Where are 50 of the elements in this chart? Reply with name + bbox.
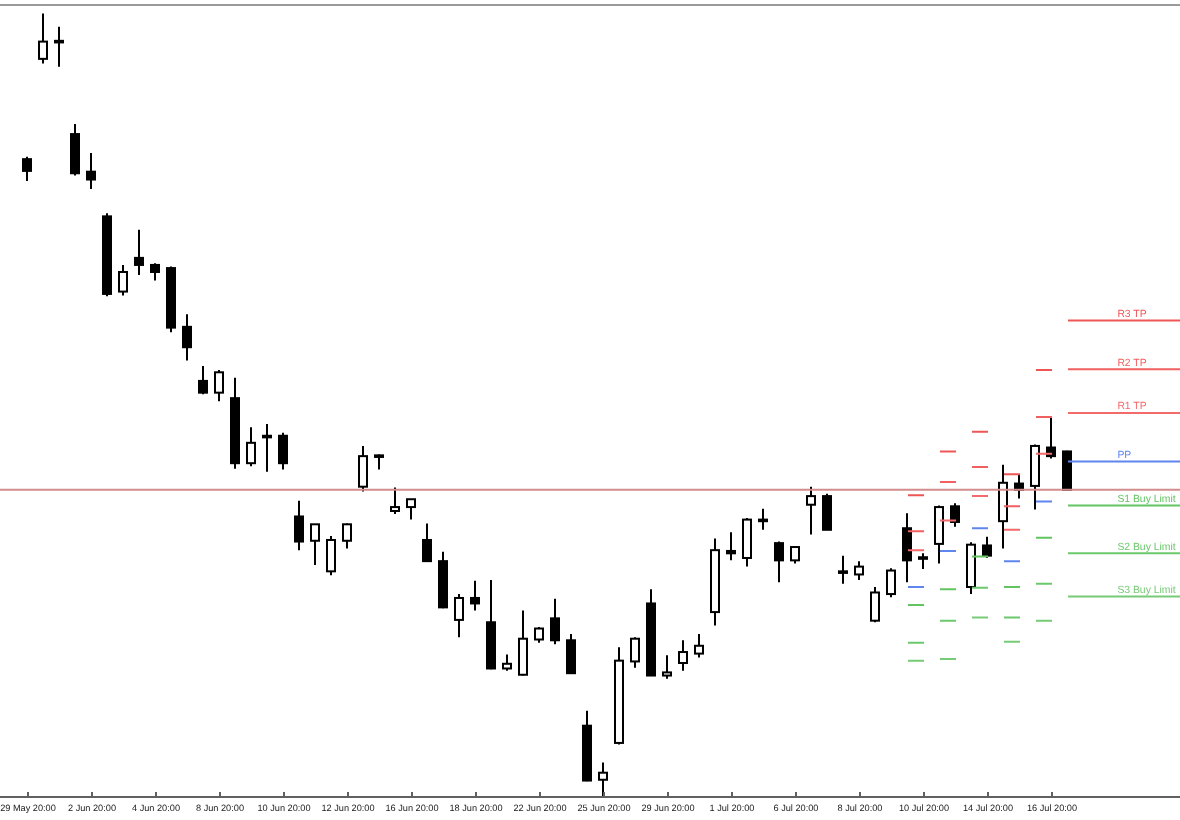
candlestick <box>406 498 416 521</box>
candlestick <box>422 522 432 563</box>
candlestick <box>246 426 256 468</box>
candlestick <box>118 263 128 297</box>
candlestick <box>902 512 912 584</box>
candlestick <box>198 365 208 396</box>
candlestick <box>358 444 368 493</box>
candlestick <box>134 228 144 277</box>
candlestick <box>454 593 464 639</box>
candlestick <box>342 522 352 550</box>
candlestick <box>742 517 752 568</box>
candlestick <box>294 499 304 552</box>
candlestick <box>54 25 64 68</box>
candlestick <box>310 523 320 567</box>
candlestick <box>870 586 880 624</box>
candlestick <box>438 550 448 610</box>
candlestick <box>726 531 736 562</box>
candlestick <box>838 554 848 585</box>
candlestick <box>758 507 768 531</box>
candlestick <box>214 368 224 403</box>
candlestick <box>518 609 528 677</box>
candlestick <box>262 423 272 473</box>
candlestick <box>822 492 832 531</box>
candlestick <box>630 636 640 669</box>
candlestick <box>806 485 816 536</box>
candlestick <box>678 639 688 672</box>
candlestick <box>22 155 32 183</box>
candlestick <box>854 560 864 581</box>
candlestick <box>278 431 288 471</box>
candlestick <box>70 122 80 177</box>
candlestick <box>886 567 896 599</box>
candlestick <box>982 535 992 559</box>
candlestick <box>390 486 400 516</box>
candlestick <box>774 540 784 584</box>
candlestick <box>86 151 96 190</box>
candlestick <box>1062 449 1072 491</box>
candlestick <box>662 654 672 680</box>
candlestick <box>326 535 336 577</box>
candlestick <box>486 578 496 671</box>
candlestick <box>566 633 576 675</box>
candlestick <box>1030 443 1040 511</box>
candlestick <box>950 502 960 528</box>
candlestick <box>966 541 976 596</box>
candlestick <box>38 12 48 65</box>
candlestick <box>470 579 480 612</box>
candlestick <box>934 504 944 565</box>
candlestick <box>694 633 704 659</box>
candlestick <box>998 463 1008 550</box>
candlestick <box>182 313 192 362</box>
candlestick <box>550 597 560 646</box>
